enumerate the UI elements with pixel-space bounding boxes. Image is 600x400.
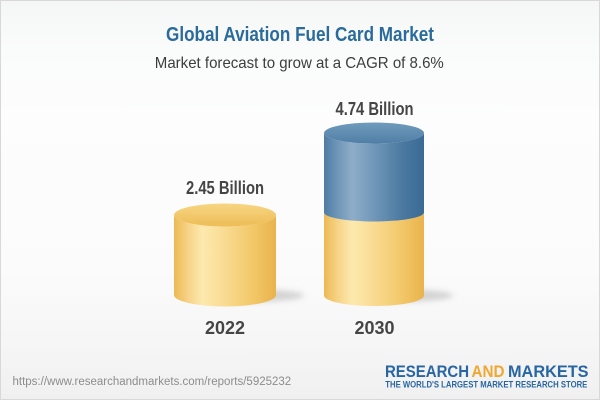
- svg-text:AND: AND: [472, 363, 505, 381]
- svg-text:4.74 Billion: 4.74 Billion: [336, 99, 414, 119]
- svg-text:MARKETS: MARKETS: [508, 363, 589, 381]
- svg-text:Market forecast to grow at a C: Market forecast to grow at a CAGR of 8.6…: [155, 55, 444, 72]
- svg-text:https://www.researchandmarkets: https://www.researchandmarkets.com/repor…: [13, 376, 292, 388]
- svg-text:2022: 2022: [205, 318, 245, 338]
- svg-text:THE WORLD'S LARGEST MARKET RES: THE WORLD'S LARGEST MARKET RESEARCH STOR…: [385, 378, 587, 389]
- svg-text:2030: 2030: [354, 318, 394, 338]
- svg-text:RESEARCH: RESEARCH: [385, 363, 469, 381]
- svg-text:2.45 Billion: 2.45 Billion: [186, 178, 264, 198]
- svg-text:Global Aviation Fuel Card Mark: Global Aviation Fuel Card Market: [166, 24, 434, 46]
